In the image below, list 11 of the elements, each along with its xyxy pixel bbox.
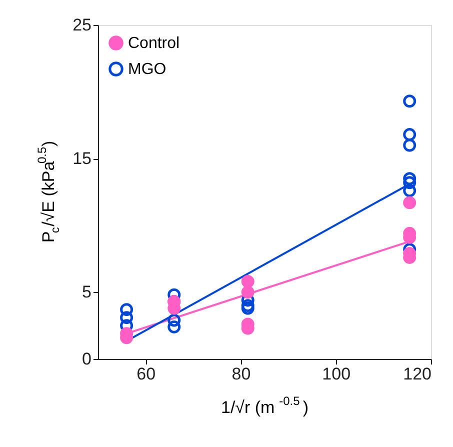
x-tick-label: 60: [136, 364, 156, 384]
y-tick-label: 25: [72, 16, 92, 34]
x-tick-label: 120: [403, 364, 432, 384]
y-axis-title: Pc/√E (kPa0.5): [35, 140, 62, 243]
x-tick-label: 80: [232, 364, 251, 384]
y-tick-label: 0: [82, 350, 92, 368]
y-tick-label: 5: [82, 282, 92, 302]
legend-label: MGO: [128, 61, 166, 78]
x-tick-label: 100: [322, 364, 351, 384]
legend-label: Control: [128, 35, 180, 52]
y-tick-label: 15: [72, 149, 92, 168]
